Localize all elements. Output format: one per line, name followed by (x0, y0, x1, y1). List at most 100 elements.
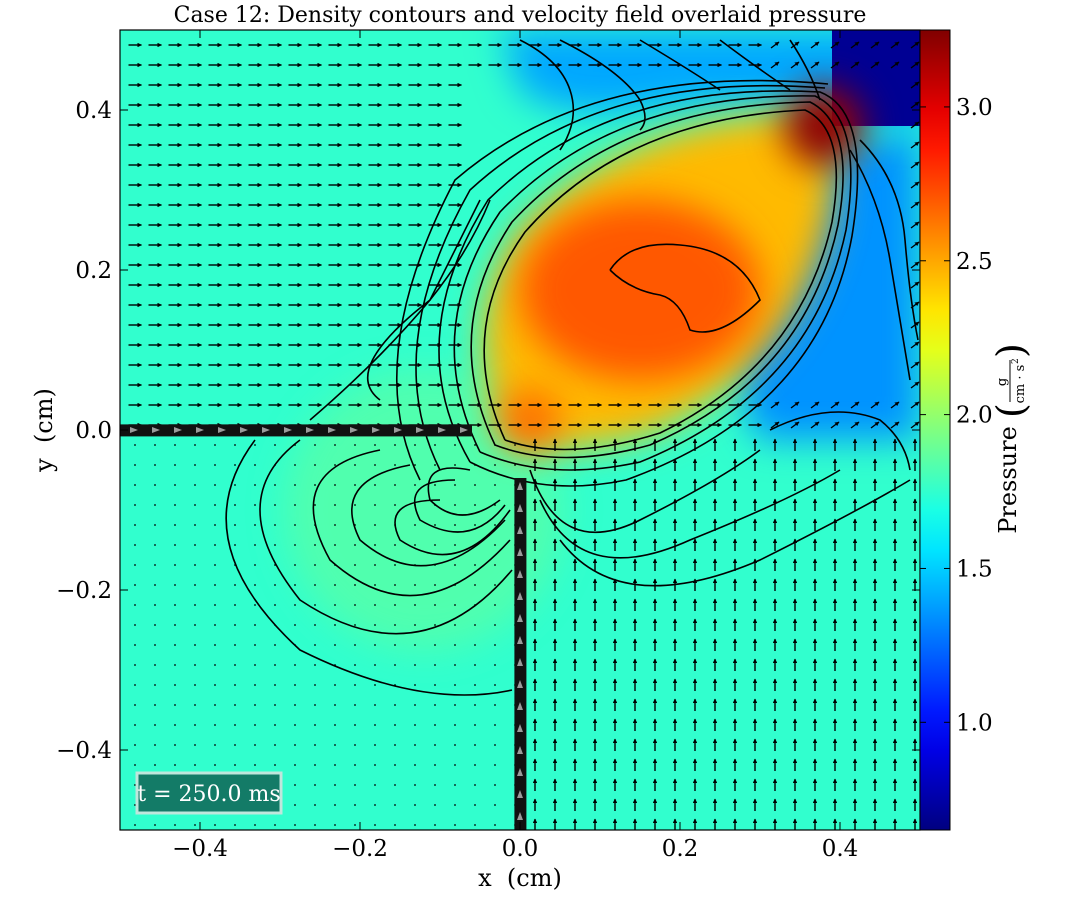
jet-arrow (517, 702, 523, 710)
velocity-dot (394, 744, 396, 746)
velocity-dot (374, 724, 376, 726)
velocity-dot (334, 564, 336, 566)
velocity-dot (394, 564, 396, 566)
velocity-dot (394, 664, 396, 666)
velocity-dot (454, 504, 456, 506)
chart-title: Case 12: Density contours and velocity f… (174, 3, 867, 28)
velocity-dot (334, 724, 336, 726)
velocity-dot (374, 464, 376, 466)
velocity-dot (434, 584, 436, 586)
velocity-dot (454, 604, 456, 606)
velocity-dot (134, 564, 136, 566)
velocity-dot (154, 584, 156, 586)
velocity-dot (194, 504, 196, 506)
velocity-dot (134, 504, 136, 506)
velocity-dot (434, 524, 436, 526)
time-annotation: t = 250.0 ms (135, 771, 283, 815)
velocity-dot (334, 444, 336, 446)
jet-arrow (350, 427, 358, 433)
velocity-arrow (910, 301, 920, 309)
velocity-dot (474, 684, 476, 686)
velocity-dot (194, 584, 196, 586)
jet-arrow (517, 790, 523, 798)
velocity-dot (354, 444, 356, 446)
velocity-dot (454, 644, 456, 646)
velocity-dot (334, 784, 336, 786)
velocity-dot (154, 764, 156, 766)
velocity-dot (234, 704, 236, 706)
velocity-dot (374, 604, 376, 606)
velocity-dot (254, 464, 256, 466)
velocity-dot (274, 684, 276, 686)
velocity-dot (254, 624, 256, 626)
velocity-dot (234, 564, 236, 566)
velocity-dot (414, 464, 416, 466)
velocity-dot (314, 764, 316, 766)
velocity-dot (274, 464, 276, 466)
velocity-dot (154, 504, 156, 506)
velocity-dot (134, 584, 136, 586)
velocity-dot (434, 544, 436, 546)
velocity-dot (374, 784, 376, 786)
velocity-dot (474, 604, 476, 606)
velocity-arrow (850, 61, 860, 69)
y-axis-label: y (cm) (30, 388, 58, 473)
velocity-dot (254, 604, 256, 606)
velocity-dot (134, 804, 136, 806)
velocity-dot (334, 624, 336, 626)
velocity-dot (294, 624, 296, 626)
jet-arrow (517, 504, 523, 512)
velocity-dot (194, 564, 196, 566)
velocity-dot (494, 784, 496, 786)
velocity-dot (434, 644, 436, 646)
velocity-arrow (870, 61, 880, 69)
density-contour (859, 139, 919, 341)
velocity-dot (494, 584, 496, 586)
velocity-dot (374, 664, 376, 666)
velocity-arrow (910, 141, 920, 149)
velocity-dot (274, 604, 276, 606)
velocity-dot (254, 664, 256, 666)
density-contour (470, 101, 844, 459)
jet-arrow (517, 614, 523, 622)
velocity-dot (154, 484, 156, 486)
velocity-dot (194, 624, 196, 626)
colorbar-unit-denominator: cm · s (1013, 365, 1028, 404)
velocity-dot (294, 744, 296, 746)
velocity-dot (154, 604, 156, 606)
velocity-arrow (850, 41, 860, 49)
velocity-dot (294, 604, 296, 606)
velocity-dot (294, 664, 296, 666)
density-contour (519, 39, 575, 151)
velocity-dot (334, 704, 336, 706)
velocity-dot (354, 824, 356, 826)
velocity-dot (474, 504, 476, 506)
velocity-arrow (910, 261, 920, 269)
velocity-dot (294, 704, 296, 706)
velocity-dot (494, 464, 496, 466)
velocity-dot (454, 484, 456, 486)
velocity-dot (294, 564, 296, 566)
velocity-dot (254, 584, 256, 586)
velocity-dot (394, 524, 396, 526)
velocity-dot (214, 604, 216, 606)
velocity-dot (414, 584, 416, 586)
velocity-arrow (810, 421, 820, 429)
velocity-dot (454, 704, 456, 706)
velocity-dot (394, 784, 396, 786)
velocity-dot (334, 524, 336, 526)
jet-arrow (517, 482, 523, 490)
velocity-arrow (910, 81, 920, 89)
density-contour (396, 79, 829, 481)
density-contour (539, 469, 841, 559)
velocity-dot (334, 464, 336, 466)
velocity-dot (474, 764, 476, 766)
velocity-dot (334, 484, 336, 486)
velocity-arrow (910, 201, 920, 209)
velocity-arrow (850, 401, 860, 409)
velocity-dot (434, 704, 436, 706)
velocity-dot (314, 784, 316, 786)
jet-arrow (218, 427, 226, 433)
velocity-dot (314, 604, 316, 606)
